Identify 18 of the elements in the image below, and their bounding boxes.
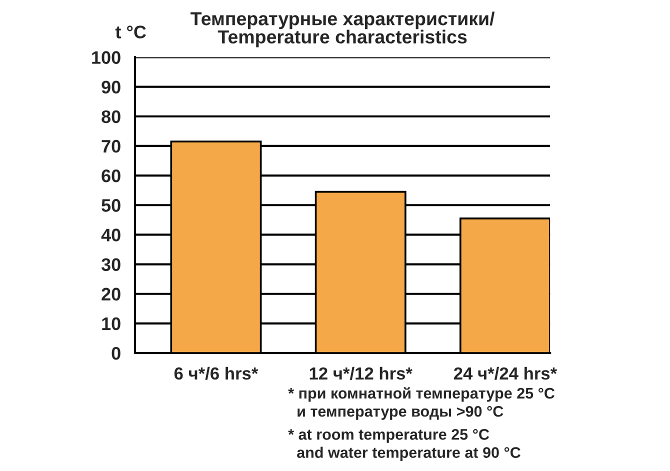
text: * при комнатной температуре 25 °C и температуре воды >90 °C — [288, 387, 555, 420]
y-tick-label: 20 — [102, 288, 120, 301]
y-tick-label: 0 — [112, 346, 120, 360]
y-tick-label: 70 — [102, 140, 120, 153]
y-tick-label: 90 — [102, 80, 120, 94]
y-tick-label: 10 — [102, 317, 120, 330]
chart-title: Температурные характеристики/ Temperature characteristics — [190, 12, 495, 48]
y-tick-label: 50 — [102, 199, 120, 212]
y-tick-label: 40 — [101, 228, 120, 242]
y-tick-label: 60 — [102, 169, 120, 182]
y-tick-label: 100 — [92, 51, 120, 64]
y-tick-label: 30 — [101, 258, 120, 272]
x-tick-label: 6 ч*/6 hrs* — [174, 366, 258, 380]
text: * at room temperature 25 °C and water temperature at 90 °C — [288, 429, 520, 461]
y-axis-title: t °C — [115, 26, 146, 38]
x-tick-label: 12 ч*/12 hrs* — [310, 366, 412, 380]
x-tick-label: 24 ч*/24 hrs* — [454, 366, 558, 380]
y-tick-label: 80 — [102, 110, 120, 124]
